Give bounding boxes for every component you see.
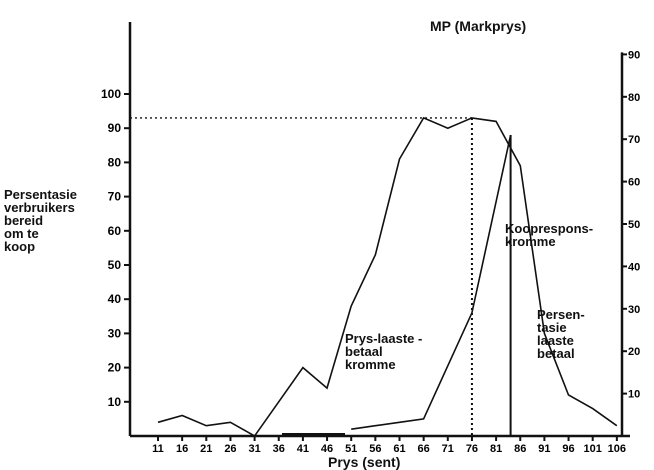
mp-annotation: MP (Markprys)	[430, 18, 527, 34]
right-tick-label: 60	[628, 177, 640, 189]
right-tick-label: 70	[628, 134, 640, 146]
right-tick-label: 40	[628, 261, 640, 273]
x-tick-label: 21	[200, 443, 212, 455]
x-axis-label: Prys (sent)	[328, 454, 401, 470]
x-axis: 11 16 21 26 31 36 41 46 51 56 61 66 71 76 81 86 91 96 101 1…	[130, 433, 630, 455]
right-tick-label: 90	[628, 49, 640, 61]
y-tick-label: 90	[108, 121, 122, 135]
x-tick-label: 101	[584, 443, 602, 455]
grid-dashed-group	[130, 117, 473, 436]
x-tick-label: 31	[248, 443, 260, 455]
right-tick-label: 30	[628, 304, 640, 316]
y-tick-label: 50	[108, 258, 122, 272]
x-tick-label: 26	[224, 443, 236, 455]
x-tick-label: 41	[297, 443, 309, 455]
series-group	[157, 116, 618, 438]
y-tick-label: 70	[108, 190, 122, 204]
x-tick-label: 66	[418, 443, 430, 455]
right-tick-label: 10	[628, 389, 640, 401]
x-tick-label: 71	[442, 443, 454, 455]
y-tick-label: 30	[108, 326, 122, 340]
kooprespons-label: Kooprespons- kromme	[505, 221, 594, 249]
x-tick-label: 76	[466, 443, 478, 455]
x-tick-label: 16	[176, 443, 188, 455]
prys-kromme-label: Prys-laaste - betaal kromme	[345, 331, 423, 372]
x-tick-label: 61	[393, 443, 405, 455]
y-tick-label: 10	[108, 395, 122, 409]
y-tick-label: 40	[108, 292, 122, 306]
right-axis: 10 20 30 40 50 60 70 80 90	[620, 49, 640, 436]
series-line-prys-laaste-betaal	[157, 116, 618, 438]
x-tick-label: 51	[345, 443, 357, 455]
y-tick-label: 20	[108, 361, 122, 375]
y-tick-label: 100	[101, 87, 121, 101]
right-tick-label: 80	[628, 92, 640, 104]
series-line-kooprespons	[351, 134, 512, 430]
x-tick-label: 36	[273, 443, 285, 455]
x-tick-label: 91	[538, 443, 550, 455]
right-tick-label: 20	[628, 346, 640, 358]
x-tick-label: 46	[321, 443, 333, 455]
x-tick-label: 56	[369, 443, 381, 455]
persentasie-label: Persen- tasie laaste betaal	[537, 307, 585, 361]
y-axis: 10 20 30 40 50 60 70 80 90 100	[101, 22, 132, 436]
x-tick-label: 86	[514, 443, 526, 455]
y-axis-label: Persentasie verbruikers bereid om te koo…	[4, 187, 77, 254]
x-tick-label: 11	[152, 443, 164, 455]
x-tick-label: 106	[608, 443, 626, 455]
y-tick-label: 60	[108, 224, 122, 238]
x-tick-label: 96	[562, 443, 574, 455]
right-tick-label: 50	[628, 219, 640, 231]
y-tick-label: 80	[108, 155, 122, 169]
x-tick-label: 81	[490, 443, 502, 455]
